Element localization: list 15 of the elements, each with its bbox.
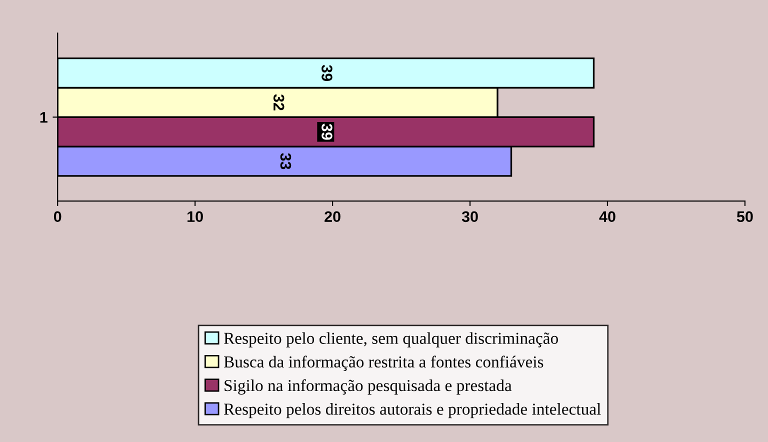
legend-label: Sigilo na informação pesquisada e prestada (224, 379, 512, 395)
x-tick-label: 50 (736, 211, 753, 222)
legend-label: Busca da informação restrita a fontes confiáveis (224, 356, 544, 371)
data-label: 33 (280, 153, 292, 170)
data-label: 39 (322, 124, 332, 140)
x-tick-label: 0 (54, 211, 62, 222)
x-tick-label: 30 (462, 211, 478, 222)
data-label: 32 (273, 94, 284, 110)
x-tick-label: 10 (188, 211, 203, 222)
legend-label: Respeito pelo cliente, sem qualquer discriminação (224, 332, 558, 348)
legend-label: Respeito pelos direitos autorais e propriedade intelectual (224, 403, 601, 418)
x-tick-label: 20 (324, 211, 340, 222)
x-tick-label: 40 (599, 211, 616, 222)
data-label: 39 (322, 64, 332, 81)
y-tick-label: 1 (40, 112, 48, 123)
